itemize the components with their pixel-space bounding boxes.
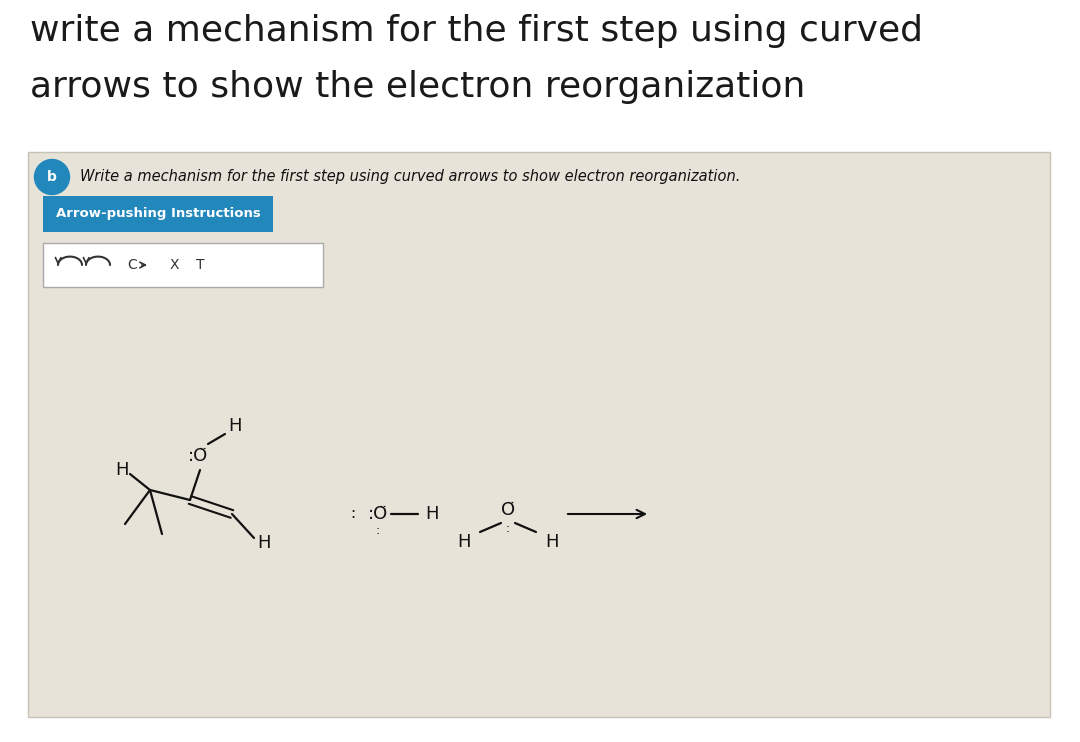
FancyBboxPatch shape	[28, 152, 1050, 717]
Text: :: :	[350, 507, 355, 522]
Text: H: H	[545, 533, 558, 551]
FancyBboxPatch shape	[43, 243, 323, 287]
Text: arrows to show the electron reorganization: arrows to show the electron reorganizati…	[30, 70, 806, 104]
FancyBboxPatch shape	[43, 196, 273, 232]
Text: H: H	[228, 417, 242, 435]
Circle shape	[35, 160, 69, 194]
Text: Arrow-pushing Instructions: Arrow-pushing Instructions	[56, 208, 260, 220]
Text: Ö: Ö	[501, 501, 515, 519]
Text: H: H	[116, 461, 129, 479]
Text: :Ö: :Ö	[188, 447, 208, 465]
Text: H: H	[457, 533, 471, 551]
Text: :: :	[376, 524, 380, 536]
Text: :: :	[505, 522, 510, 536]
Text: C: C	[127, 258, 137, 272]
Text: write a mechanism for the first step using curved: write a mechanism for the first step usi…	[30, 14, 923, 48]
Text: X: X	[170, 258, 179, 272]
Text: Write a mechanism for the first step using curved arrows to show electron reorga: Write a mechanism for the first step usi…	[80, 169, 741, 185]
Text: H: H	[257, 534, 271, 552]
Text: b: b	[48, 170, 57, 184]
Text: H: H	[426, 505, 438, 523]
Text: :Ö: :Ö	[368, 505, 388, 523]
Text: T: T	[195, 258, 204, 272]
